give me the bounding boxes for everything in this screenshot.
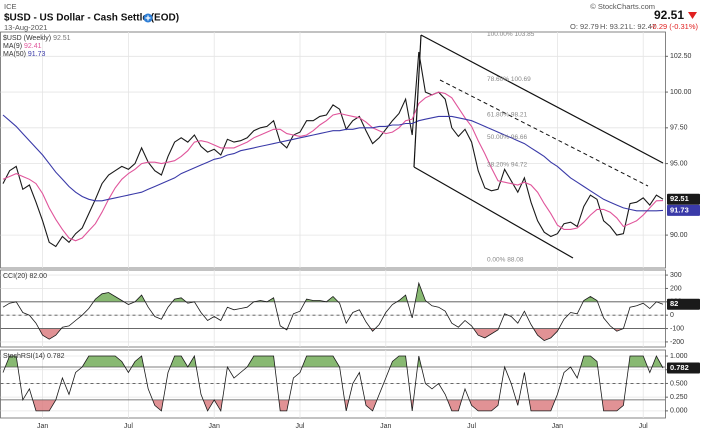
- y-tick-label: 100.00: [670, 89, 692, 96]
- oversold-fill: [38, 328, 624, 341]
- fib-value: 94.72: [511, 161, 528, 168]
- fib-label: 38.20% 94.72: [487, 161, 528, 168]
- y-tick-label: 0: [670, 312, 674, 319]
- legend-entry: $USD (Weekly) 92.51: [3, 35, 71, 42]
- x-tick-label: Jul: [124, 423, 133, 430]
- x-tick-label: Jan: [37, 423, 48, 430]
- y-tick-label: 102.50: [670, 53, 692, 60]
- legend-name: $USD (Weekly): [3, 35, 51, 42]
- open: O: 92.79: [570, 22, 599, 31]
- x-tick-label: Jul: [639, 423, 648, 430]
- series-line: [2, 91, 664, 242]
- legend-value: 92.51: [53, 35, 71, 42]
- change: -0.29 (-0.31%): [650, 22, 698, 31]
- fib-pct: 0.00%: [487, 256, 506, 263]
- y-tick-label: 95.00: [670, 160, 688, 167]
- legend-name: MA(9): [3, 43, 22, 50]
- y-tick-label: 0.000: [670, 408, 688, 415]
- value-box: [667, 204, 700, 216]
- exchange: ICE: [4, 2, 17, 11]
- chart-title: $USD - US Dollar - Cash Settle (EOD): [4, 13, 179, 24]
- panel-title: CCI(20) 82.00: [3, 273, 47, 280]
- trend-channel: 100.00% 103.85 78.60% 100.69 61.80% 98.21 5…: [413, 31, 664, 263]
- down-arrow: [688, 12, 697, 19]
- fib-value: 88.08: [507, 256, 524, 263]
- fib-value: 103.85: [514, 31, 534, 38]
- legend-entry: MA(50) 91.73: [3, 51, 46, 58]
- oversold-fill: [32, 399, 625, 411]
- overbought-fill: [3, 356, 663, 367]
- value-box: [667, 298, 700, 310]
- last-price: 92.51: [654, 8, 684, 22]
- panel-frame: [0, 31, 666, 269]
- fib-pct: 100.00%: [487, 31, 513, 38]
- channel-lower: [413, 166, 574, 259]
- y-tick-label: -100: [670, 325, 684, 332]
- fib-label: 78.60% 100.69: [487, 76, 531, 83]
- fib-pct: 38.20%: [487, 161, 509, 168]
- value-box-label: 0.782: [670, 363, 689, 372]
- fib-value: 96.66: [511, 134, 528, 141]
- channel-upper: [420, 34, 664, 164]
- panel-title: StochRSI(14) 0.782: [3, 353, 65, 360]
- fib-value: 98.21: [511, 111, 528, 118]
- credit: © StockCharts.com: [590, 2, 655, 11]
- value-box-label: 82: [670, 299, 678, 308]
- fib-label: 0.00% 88.08: [487, 256, 524, 263]
- plot-area: 90.00 95.00 97.50 100.00 102.50 92.51 91.73 $US…: [0, 31, 700, 430]
- legend-name: MA(50): [3, 51, 26, 58]
- high: H: 93.21: [600, 22, 628, 31]
- series-line: [2, 114, 664, 212]
- value-box: [667, 362, 700, 374]
- value-box-label: 91.73: [670, 205, 689, 214]
- fib-pct: 61.80%: [487, 111, 509, 118]
- y-tick-label: 0.250: [670, 394, 688, 401]
- y-tick-label: 200: [670, 285, 682, 292]
- y-tick-label: 97.50: [670, 125, 688, 132]
- x-tick-label: Jan: [209, 423, 220, 430]
- fib-label: 61.80% 98.21: [487, 111, 528, 118]
- low: L: 92.47: [629, 22, 656, 31]
- x-tick-label: Jan: [380, 423, 391, 430]
- legend-value: 91.73: [28, 51, 46, 58]
- y-tick-label: 0.500: [670, 380, 688, 387]
- x-tick-label: Jul: [296, 423, 305, 430]
- fib-pct: 50.00%: [487, 134, 509, 141]
- series-line: [2, 281, 664, 342]
- y-tick-label: 300: [670, 272, 682, 279]
- legend-entry: MA(9) 92.41: [3, 43, 42, 50]
- add-icon-plus: [145, 15, 151, 21]
- fib-pct: 78.60%: [487, 76, 509, 83]
- value-box-label: 92.51: [670, 194, 689, 203]
- panel-frame: [0, 269, 666, 348]
- x-tick-label: Jul: [467, 423, 476, 430]
- fib-value: 100.69: [511, 76, 531, 83]
- fib-label: 50.00% 96.66: [487, 134, 528, 141]
- fib-label: 100.00% 103.85: [487, 31, 535, 38]
- y-tick-label: -200: [670, 339, 684, 346]
- channel-mid: [439, 79, 649, 187]
- legend-value: 92.41: [24, 43, 42, 50]
- x-tick-label: Jan: [552, 423, 563, 430]
- y-tick-label: 1.000: [670, 353, 688, 360]
- channel-edge: [413, 34, 422, 168]
- series-line: [2, 51, 664, 248]
- series-line: [2, 354, 664, 413]
- y-tick-label: 90.00: [670, 232, 688, 239]
- value-box: [667, 193, 700, 205]
- chart-date: 13-Aug-2021: [4, 23, 47, 32]
